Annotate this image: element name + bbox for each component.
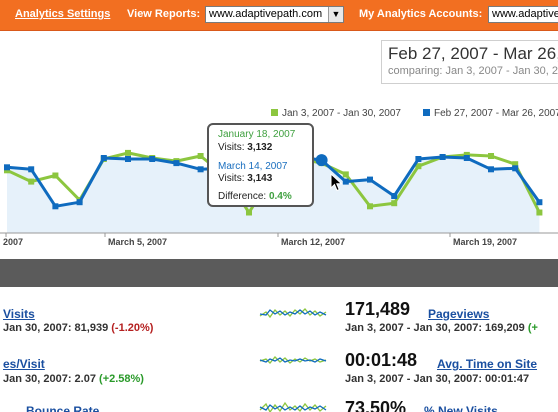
view-reports-label: View Reports: xyxy=(127,8,201,20)
section-divider-band xyxy=(0,259,558,287)
series2-point xyxy=(415,156,422,162)
series1-point xyxy=(391,200,398,207)
series2-point xyxy=(439,154,446,160)
chart-tooltip: January 18, 2007 Visits: 3,132 March 14,… xyxy=(207,123,314,207)
series2-point xyxy=(536,199,543,206)
series1-point xyxy=(488,153,494,159)
sparkline-visits xyxy=(259,308,327,319)
legend-item-series2: Feb 27, 2007 - Mar 26, 2007 xyxy=(423,108,558,119)
tooltip-date1: January 18, 2007 xyxy=(218,129,296,140)
pages-visit-change: (+2.58%) xyxy=(99,373,144,385)
legend-item-series1: Jan 3, 2007 - Jan 30, 2007 xyxy=(271,108,401,119)
pages-visit-link[interactable]: es/Visit xyxy=(3,357,45,371)
series1-point xyxy=(342,171,349,178)
tooltip-visits2-value: 3,143 xyxy=(247,173,273,184)
legend-swatch-blue xyxy=(423,109,430,116)
series1-point xyxy=(536,209,543,216)
series2-point xyxy=(463,155,470,161)
tooltip-visits1-row: Visits: 3,132 xyxy=(218,142,272,153)
date-range-comparing: comparing: Jan 3, 2007 - Jan 30, 2007 xyxy=(388,65,558,77)
top-bar: Analytics Settings View Reports: www.ada… xyxy=(0,0,558,31)
x-tick-label: March 5, 2007 xyxy=(108,237,167,247)
bounce-rate-link[interactable]: Bounce Rate xyxy=(26,404,100,412)
visits-change: (-1.20%) xyxy=(111,322,154,334)
analytics-settings-link[interactable]: Analytics Settings xyxy=(15,8,111,20)
new-visits-link[interactable]: % New Visits xyxy=(424,404,498,412)
pages-visit-compare-text: Jan 30, 2007: 2.07 xyxy=(3,373,96,385)
series1-point xyxy=(246,209,252,216)
mouse-pointer-icon xyxy=(330,173,343,192)
series2-point xyxy=(4,164,10,171)
series2-point xyxy=(367,176,373,183)
visits-link[interactable]: Visits xyxy=(3,307,35,321)
series2-point xyxy=(173,160,180,167)
series1-point xyxy=(463,151,470,158)
series1-point xyxy=(125,149,131,156)
hover-point xyxy=(315,154,328,167)
legend-label-series1: Jan 3, 2007 - Jan 30, 2007 xyxy=(282,108,401,119)
visits-compare: Jan 30, 2007: 81,939 (-1.20%) xyxy=(3,322,153,334)
series2-point xyxy=(100,155,107,161)
pageviews-value: 171,489 xyxy=(345,299,411,319)
tooltip-visits2-label: Visits: xyxy=(218,173,245,184)
pageviews-link[interactable]: Pageviews xyxy=(428,307,490,321)
series2-point xyxy=(512,165,519,172)
legend-label-series2: Feb 27, 2007 - Mar 26, 2007 xyxy=(434,108,558,119)
series2-point xyxy=(391,193,398,199)
series2-point xyxy=(488,166,494,173)
series2-point xyxy=(197,166,204,173)
legend-swatch-green xyxy=(271,109,278,116)
avg-time-value: 00:01:48 xyxy=(345,350,418,370)
avg-time-compare: Jan 3, 2007 - Jan 30, 2007: 00:01:47 xyxy=(345,373,530,385)
accounts-select[interactable]: www.adaptivepath.com xyxy=(488,6,558,23)
series2-point xyxy=(52,203,59,210)
pageviews-compare: Jan 3, 2007 - Jan 30, 2007: 169,209 (+ xyxy=(345,322,538,334)
series2-point xyxy=(76,199,83,206)
tooltip-difference-label: Difference: xyxy=(218,191,267,202)
new-visits-value: 73.50% xyxy=(345,398,407,412)
accounts-value: www.adaptivepath.com xyxy=(492,8,558,20)
tooltip-visits1-label: Visits: xyxy=(218,142,245,153)
sparkline-pages-visit xyxy=(259,356,327,364)
series2-point xyxy=(149,156,156,162)
series1-point xyxy=(28,178,35,185)
series1-point xyxy=(197,153,204,159)
tooltip-visits1-value: 3,132 xyxy=(247,142,273,153)
date-range-main: Feb 27, 2007 - Mar 26, 2007 xyxy=(388,44,558,63)
view-reports-select[interactable]: www.adaptivepath.com ▼ xyxy=(205,6,344,23)
series1-point xyxy=(4,167,10,174)
tooltip-date2: March 14, 2007 xyxy=(218,161,288,172)
pageviews-compare-text: Jan 3, 2007 - Jan 30, 2007: 169,209 xyxy=(345,322,525,334)
series1-point xyxy=(52,172,59,179)
view-reports-value: www.adaptivepath.com xyxy=(209,8,323,20)
series1-point xyxy=(512,161,519,168)
accounts-label: My Analytics Accounts: xyxy=(359,8,483,20)
date-range-picker[interactable]: Feb 27, 2007 - Mar 26, 2007 comparing: J… xyxy=(381,40,558,84)
x-tick-label: March 19, 2007 xyxy=(453,237,517,247)
tooltip-difference-value: 0.4% xyxy=(268,191,292,202)
series2-point xyxy=(125,156,131,162)
chevron-down-icon[interactable]: ▼ xyxy=(328,7,343,22)
x-tick-label: 2007 xyxy=(3,237,23,247)
pageviews-change: (+ xyxy=(527,322,538,334)
x-tick-label: March 12, 2007 xyxy=(281,237,345,247)
series2-point xyxy=(28,166,35,173)
series2-point xyxy=(342,178,349,185)
series1-point xyxy=(415,163,422,170)
tooltip-visits2-row: Visits: 3,143 xyxy=(218,173,272,184)
tooltip-difference-row: Difference: 0.4% xyxy=(218,191,292,202)
series1-point xyxy=(367,203,373,210)
sparkline-bounce xyxy=(259,401,327,412)
avg-time-link[interactable]: Avg. Time on Site xyxy=(437,357,538,371)
pages-visit-compare: Jan 30, 2007: 2.07 (+2.58%) xyxy=(3,373,144,385)
visits-compare-text: Jan 30, 2007: 81,939 xyxy=(3,322,109,334)
